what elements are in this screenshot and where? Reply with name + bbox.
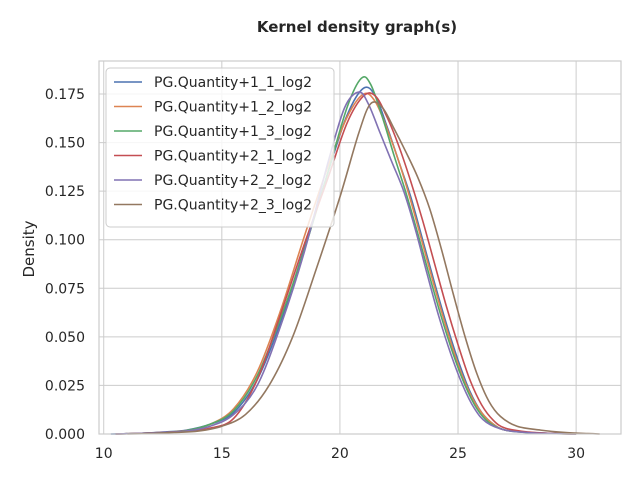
legend-label: PG.Quantity+2_1_log2 bbox=[154, 149, 312, 165]
y-tick-label: 0.000 bbox=[45, 427, 85, 443]
legend-box bbox=[105, 67, 335, 228]
density-line-series-3 bbox=[115, 76, 577, 435]
x-tick-label: 20 bbox=[331, 446, 349, 462]
legend-label: PG.Quantity+1_3_log2 bbox=[154, 124, 312, 140]
y-tick-label: 0.050 bbox=[45, 330, 85, 346]
chart-title: Kernel density graph(s) bbox=[257, 18, 457, 36]
x-tick-label: 10 bbox=[95, 446, 113, 462]
density-line-series-4 bbox=[115, 92, 577, 435]
legend: PG.Quantity+1_1_log2 PG.Quantity+1_2_log2… bbox=[105, 67, 335, 228]
y-tick-label: 0.075 bbox=[45, 281, 85, 297]
density-line-series-5 bbox=[115, 91, 577, 435]
y-tick-label: 0.175 bbox=[45, 87, 85, 103]
x-tick-label: 25 bbox=[449, 446, 467, 462]
density-line-series-6 bbox=[127, 101, 600, 435]
x-tick-label: 15 bbox=[213, 446, 231, 462]
x-tick-label: 30 bbox=[567, 446, 585, 462]
legend-label: PG.Quantity+1_1_log2 bbox=[154, 75, 312, 91]
y-tick-label: 0.025 bbox=[45, 378, 85, 394]
y-axis-label: Density bbox=[20, 220, 38, 277]
y-tick-label: 0.100 bbox=[45, 233, 85, 249]
legend-label: PG.Quantity+1_2_log2 bbox=[154, 100, 312, 116]
plot-frame bbox=[98, 60, 622, 435]
axis-ticks: 10 15 20 25 30 0.000 0.025 0.050 0.075 0.100 0.125… bbox=[45, 87, 585, 462]
density-curves bbox=[110, 76, 600, 435]
y-tick-label: 0.125 bbox=[45, 184, 85, 200]
y-tick-label: 0.150 bbox=[45, 136, 85, 152]
legend-label: PG.Quantity+2_3_log2 bbox=[154, 198, 312, 214]
legend-label: PG.Quantity+2_2_log2 bbox=[154, 173, 312, 189]
